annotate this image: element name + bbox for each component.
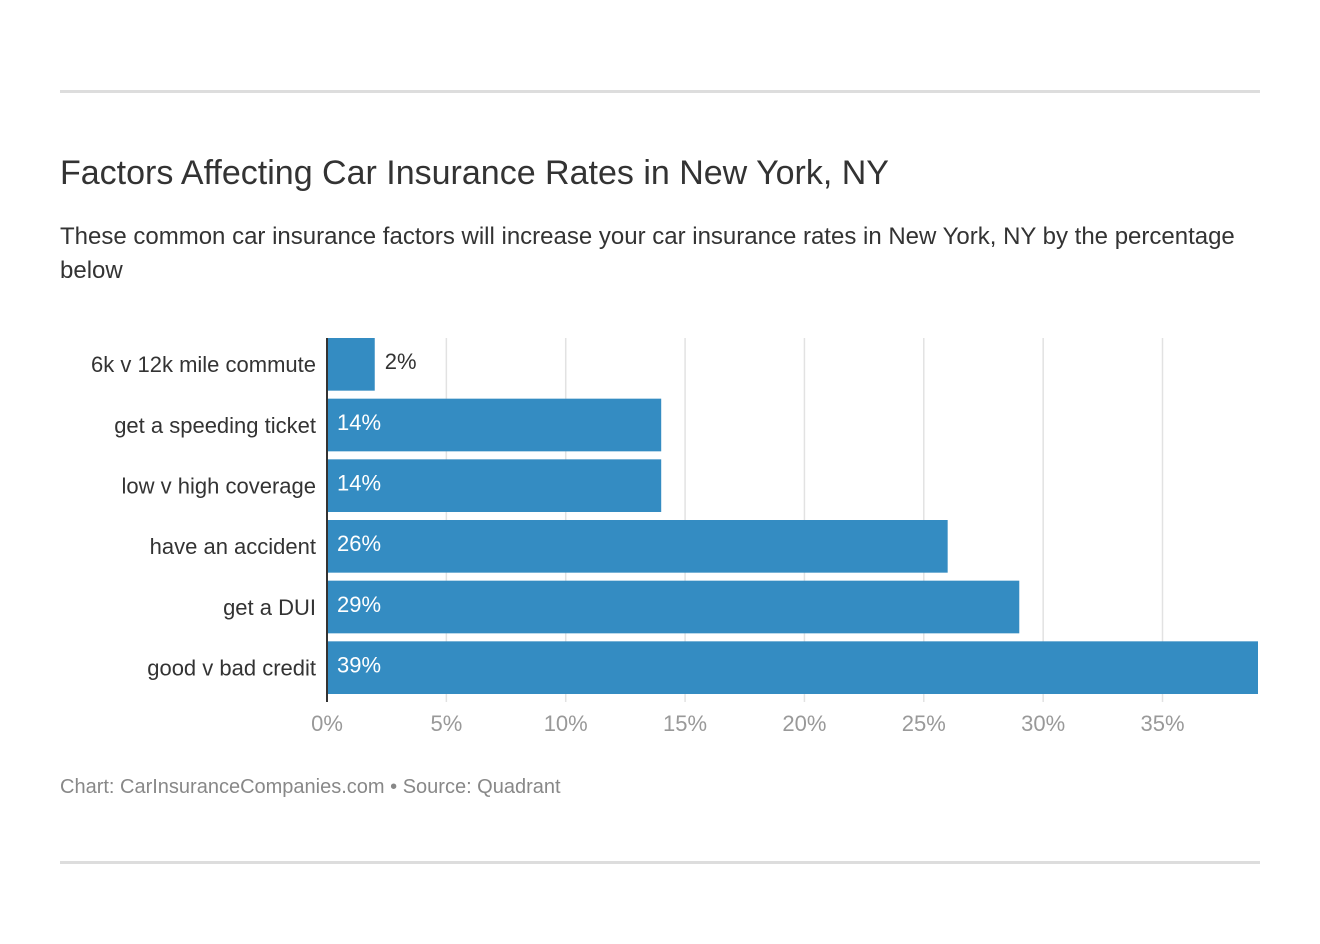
x-tick-label: 35% xyxy=(1140,711,1184,736)
top-rule xyxy=(60,90,1260,93)
chart: 0% 5% 10% 15% 20% 25% 30% 35% 6k v 12k mile comm… xyxy=(91,338,1258,736)
x-tick-label: 0% xyxy=(311,711,343,736)
value-label: 14% xyxy=(337,470,381,495)
bottom-rule xyxy=(60,861,1260,864)
chart-footer: Chart: CarInsuranceCompanies.com • Sourc… xyxy=(60,776,561,798)
x-tick-label: 25% xyxy=(902,711,946,736)
bar xyxy=(327,398,662,452)
value-label: 29% xyxy=(337,592,381,617)
x-tick-label: 15% xyxy=(663,711,707,736)
value-label: 26% xyxy=(337,531,381,556)
x-tick-label: 30% xyxy=(1021,711,1065,736)
y-tick-label: good v bad credit xyxy=(147,655,316,680)
x-tick-label: 10% xyxy=(544,711,588,736)
y-tick-label: low v high coverage xyxy=(122,473,316,498)
bar xyxy=(327,338,375,391)
chart-title: Factors Affecting Car Insurance Rates in… xyxy=(60,154,889,192)
bar xyxy=(327,641,1258,694)
y-tick-label: 6k v 12k mile commute xyxy=(91,352,316,377)
bar xyxy=(327,580,1020,634)
value-label: 14% xyxy=(337,410,381,435)
bar xyxy=(327,459,662,512)
x-tick-label: 20% xyxy=(782,711,826,736)
value-label: 2% xyxy=(385,349,417,374)
value-label: 39% xyxy=(337,652,381,677)
bar xyxy=(327,520,948,573)
chart-subtitle: These common car insurance factors will … xyxy=(60,223,1235,284)
y-tick-label: get a speeding ticket xyxy=(114,413,316,438)
y-tick-label: get a DUI xyxy=(223,595,316,620)
y-tick-label: have an accident xyxy=(150,534,316,559)
x-tick-label: 5% xyxy=(430,711,462,736)
